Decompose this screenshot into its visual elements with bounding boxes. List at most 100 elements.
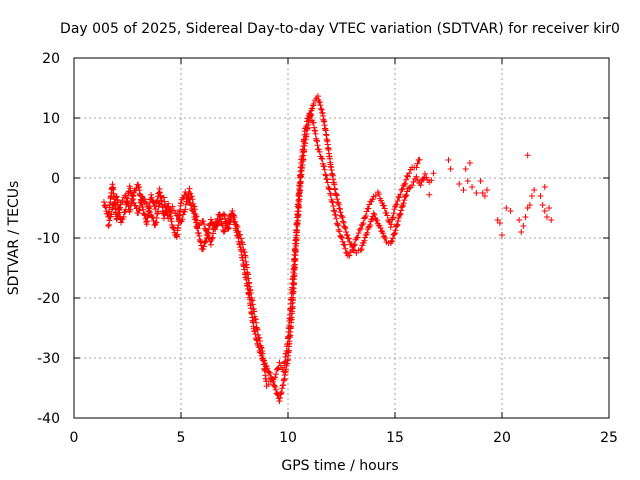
data-point xyxy=(267,377,274,384)
data-point xyxy=(197,238,204,245)
data-point xyxy=(252,331,259,338)
data-point xyxy=(548,217,555,223)
data-point xyxy=(276,394,283,401)
data-point xyxy=(380,230,387,237)
data-point xyxy=(462,166,469,172)
data-point xyxy=(178,200,184,207)
data-point xyxy=(402,193,409,200)
data-point xyxy=(211,224,218,231)
data-point xyxy=(362,214,369,221)
data-point xyxy=(362,212,369,219)
data-point xyxy=(330,207,337,214)
data-point xyxy=(154,197,161,204)
data-point xyxy=(109,204,116,211)
data-point xyxy=(413,164,420,171)
data-point xyxy=(100,199,107,205)
data-point xyxy=(216,211,223,218)
data-point xyxy=(293,227,300,234)
data-point xyxy=(484,187,491,193)
data-point xyxy=(185,188,192,195)
data-point xyxy=(399,203,406,210)
data-point xyxy=(401,197,408,204)
data-point xyxy=(187,190,194,197)
data-point xyxy=(344,232,351,239)
data-point xyxy=(161,198,168,205)
data-point xyxy=(357,225,364,232)
data-point xyxy=(148,191,155,198)
data-point xyxy=(522,214,529,220)
data-point xyxy=(256,337,263,344)
data-point xyxy=(387,224,394,231)
data-point xyxy=(120,213,127,220)
data-point xyxy=(343,228,350,235)
data-point xyxy=(309,105,316,112)
data-point xyxy=(335,201,342,208)
y-tick-label: -10 xyxy=(37,231,60,247)
data-point xyxy=(392,230,398,237)
data-point xyxy=(209,235,216,242)
data-point xyxy=(303,118,310,125)
data-point xyxy=(170,225,177,232)
x-tick-label: 20 xyxy=(493,430,511,446)
data-point xyxy=(184,198,191,205)
data-point xyxy=(370,210,377,217)
data-point xyxy=(121,209,128,216)
data-point xyxy=(333,191,340,198)
data-point xyxy=(140,206,147,213)
data-point xyxy=(365,205,372,212)
data-point xyxy=(366,201,373,208)
data-point xyxy=(402,180,409,187)
data-point xyxy=(345,235,352,242)
data-point xyxy=(338,213,345,220)
data-point xyxy=(235,228,242,235)
data-point xyxy=(136,207,143,214)
data-point xyxy=(541,208,548,214)
data-point xyxy=(541,184,548,190)
data-point xyxy=(265,381,272,388)
data-point xyxy=(132,202,139,209)
data-point xyxy=(202,226,209,233)
data-point xyxy=(210,230,217,237)
data-point xyxy=(447,166,454,172)
data-point xyxy=(324,179,331,186)
data-point xyxy=(355,230,362,237)
data-point xyxy=(389,238,396,245)
data-point xyxy=(399,186,406,193)
data-point xyxy=(319,155,326,162)
data-point xyxy=(507,208,514,214)
data-point xyxy=(105,223,112,229)
data-point xyxy=(308,112,315,119)
data-point xyxy=(239,241,246,248)
data-point xyxy=(276,398,283,405)
data-point xyxy=(170,207,177,214)
data-point xyxy=(232,218,239,225)
data-point xyxy=(129,192,136,199)
data-point xyxy=(400,200,407,207)
data-point xyxy=(406,185,413,192)
data-point xyxy=(388,221,395,228)
data-point xyxy=(146,209,153,216)
data-point xyxy=(396,194,403,201)
data-point xyxy=(137,203,144,210)
data-point xyxy=(414,160,421,167)
data-point xyxy=(496,220,503,226)
data-point xyxy=(526,202,533,208)
data-point xyxy=(413,173,420,180)
data-point xyxy=(142,199,149,206)
data-point xyxy=(106,217,113,224)
data-point xyxy=(329,199,336,206)
data-point xyxy=(324,176,331,183)
data-point xyxy=(528,193,535,199)
data-point xyxy=(237,235,244,242)
data-point xyxy=(499,232,505,238)
data-point xyxy=(331,208,338,215)
data-point xyxy=(383,209,390,216)
data-point xyxy=(273,371,280,378)
data-point xyxy=(280,381,287,388)
data-point xyxy=(318,155,325,162)
data-point xyxy=(344,235,351,242)
data-point xyxy=(229,208,236,215)
data-point xyxy=(174,212,181,219)
data-point xyxy=(182,201,189,208)
